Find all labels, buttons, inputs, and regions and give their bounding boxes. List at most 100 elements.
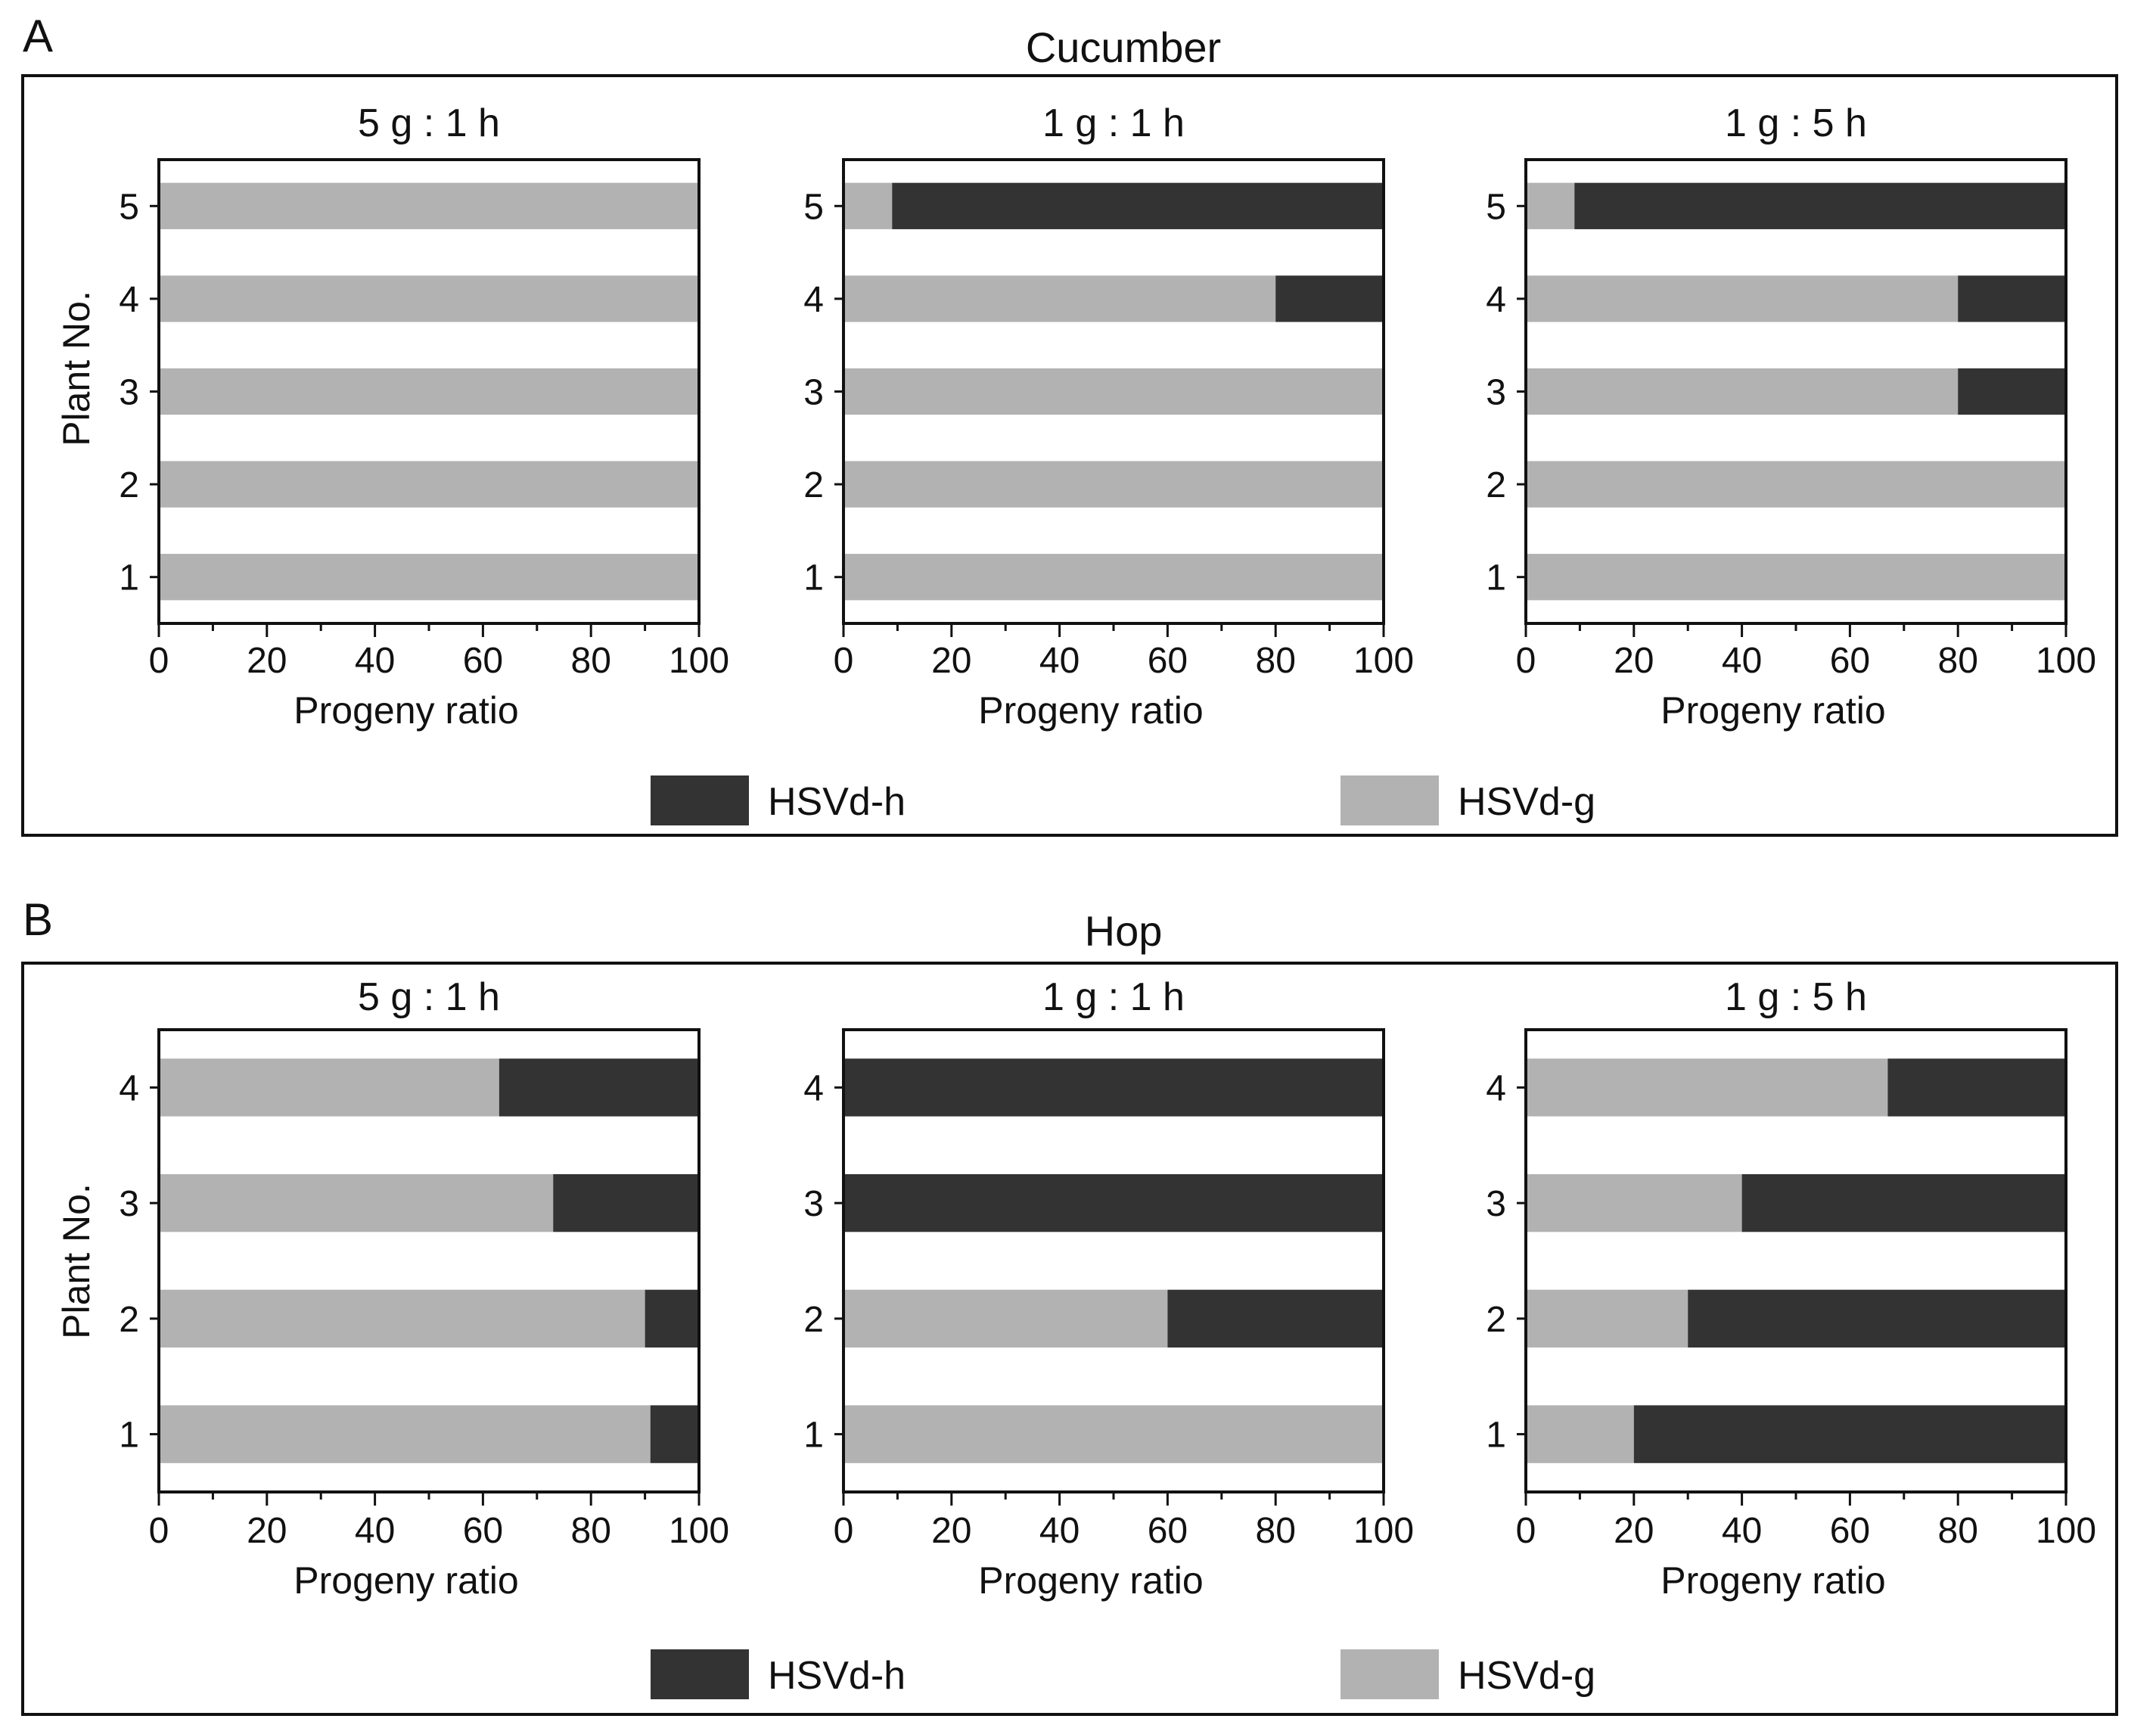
bar-hsvd-g (843, 368, 1384, 415)
y-tick-label: 1 (119, 1416, 139, 1456)
legend: HSVd-h HSVd-g (651, 1649, 1595, 1699)
x-tick-label: 60 (463, 1511, 503, 1551)
bar-hsvd-g (843, 275, 1276, 322)
x-tick-label: 80 (1938, 641, 1978, 681)
subplot-2: 1 g : 1 h 1 2 3 4 5 0 20 40 60 80 100 Progeny ratio (803, 101, 1414, 732)
x-tick-label: 40 (1722, 1511, 1762, 1551)
x-tick-label: 0 (1516, 1511, 1536, 1551)
subplot-title: 1 g : 1 h (1042, 975, 1185, 1019)
bar-hsvd-h (499, 1058, 699, 1117)
bar-hsvd-h (1633, 1405, 2066, 1463)
bar-hsvd-h (1167, 1289, 1384, 1348)
x-tick-label: 0 (834, 641, 854, 681)
bar-hsvd-h (650, 1405, 699, 1463)
x-tick-label: 20 (931, 1511, 971, 1551)
x-tick-label: 100 (2036, 641, 2096, 681)
y-tick-label: 1 (803, 558, 824, 598)
bar-hsvd-g (159, 275, 699, 322)
bar-hsvd-h (843, 1173, 1384, 1232)
y-tick-label: 2 (119, 1300, 139, 1340)
bar-hsvd-h (843, 1058, 1384, 1117)
y-tick-label: 4 (803, 1068, 824, 1108)
legend-swatch-hsvd-h (651, 1649, 749, 1699)
x-tick-label: 40 (355, 1511, 395, 1551)
x-tick-label: 40 (355, 641, 395, 681)
bar-hsvd-g (1526, 182, 1575, 229)
y-tick-label: 4 (119, 280, 139, 320)
x-tick-label: 20 (247, 1511, 287, 1551)
x-tick-label: 20 (1614, 1511, 1654, 1551)
x-tick-label: 60 (1830, 641, 1870, 681)
subplot-title: 5 g : 1 h (358, 975, 500, 1019)
x-tick-label: 60 (463, 641, 503, 681)
bar-hsvd-g (159, 1173, 554, 1232)
bar-hsvd-g (843, 461, 1384, 508)
subplot-1: 5 g : 1 h 1 2 3 4 5 0 20 40 60 80 100 Progeny ratio (119, 101, 729, 732)
x-axis-title: Progeny ratio (1660, 1559, 1885, 1602)
subplot-title: 1 g : 1 h (1042, 101, 1185, 145)
y-tick-label: 3 (1486, 373, 1506, 413)
panel-frame (21, 74, 2118, 837)
legend: HSVd-h HSVd-g (651, 775, 1595, 825)
y-tick-label: 2 (1486, 1300, 1506, 1340)
bar-hsvd-h (1688, 1289, 2066, 1348)
x-axis-title: Progeny ratio (294, 1559, 518, 1602)
x-tick-label: 0 (149, 1511, 169, 1551)
subplot-3: 1 g : 5 h 1 2 3 4 5 0 20 40 60 80 100 Progeny ratio (1486, 101, 2096, 732)
x-axis-title: Progeny ratio (1660, 689, 1885, 732)
y-tick-label: 3 (803, 1184, 824, 1224)
bar-hsvd-g (843, 1289, 1168, 1348)
bar-hsvd-h (1741, 1173, 2066, 1232)
bar-hsvd-h (1574, 182, 2066, 229)
y-tick-label: 3 (803, 373, 824, 413)
y-tick-label: 5 (1486, 187, 1506, 227)
y-tick-label: 3 (119, 1184, 139, 1224)
x-tick-label: 80 (571, 641, 611, 681)
bar-hsvd-g (159, 461, 699, 508)
subplot-title: 1 g : 5 h (1725, 975, 1867, 1019)
x-axis-title: Progeny ratio (978, 689, 1203, 732)
y-axis-title: Plant No. (55, 1183, 98, 1339)
panel-title: Hop (1085, 907, 1163, 955)
panel-title: Cucumber (1026, 23, 1221, 71)
bar-hsvd-g (1526, 1405, 1634, 1463)
bar-hsvd-g (1526, 368, 1959, 415)
x-tick-label: 80 (1256, 641, 1296, 681)
x-tick-label: 40 (1039, 641, 1080, 681)
bar-hsvd-h (553, 1173, 699, 1232)
bar-hsvd-g (1526, 1058, 1888, 1117)
bar-hsvd-h (645, 1289, 699, 1348)
legend-label: HSVd-h (768, 1654, 906, 1698)
bar-hsvd-g (159, 1058, 499, 1117)
bar-hsvd-g (1526, 461, 2066, 508)
x-tick-label: 40 (1039, 1511, 1080, 1551)
x-tick-label: 60 (1148, 641, 1188, 681)
bar-hsvd-g (159, 368, 699, 415)
panel-letter: A (23, 11, 53, 61)
legend-label: HSVd-g (1458, 780, 1595, 824)
subplot-title: 5 g : 1 h (358, 101, 500, 145)
panel-letter: B (23, 894, 53, 945)
bar-hsvd-g (159, 1405, 651, 1463)
legend-swatch-hsvd-g (1341, 1649, 1439, 1699)
panel-frame (21, 962, 2118, 1716)
x-tick-label: 60 (1148, 1511, 1188, 1551)
x-tick-label: 100 (2036, 1511, 2096, 1551)
bar-hsvd-g (159, 1289, 645, 1348)
legend-label: HSVd-g (1458, 1654, 1595, 1698)
y-tick-label: 5 (803, 187, 824, 227)
y-tick-label: 4 (803, 280, 824, 320)
x-axis-title: Progeny ratio (294, 689, 518, 732)
x-tick-label: 20 (1614, 641, 1654, 681)
y-tick-label: 1 (803, 1416, 824, 1456)
bar-hsvd-g (843, 554, 1384, 601)
legend-swatch-hsvd-h (651, 775, 749, 825)
bar-hsvd-g (1526, 1289, 1688, 1348)
x-tick-label: 100 (1353, 1511, 1414, 1551)
x-tick-label: 80 (1256, 1511, 1296, 1551)
y-tick-label: 2 (119, 465, 139, 505)
